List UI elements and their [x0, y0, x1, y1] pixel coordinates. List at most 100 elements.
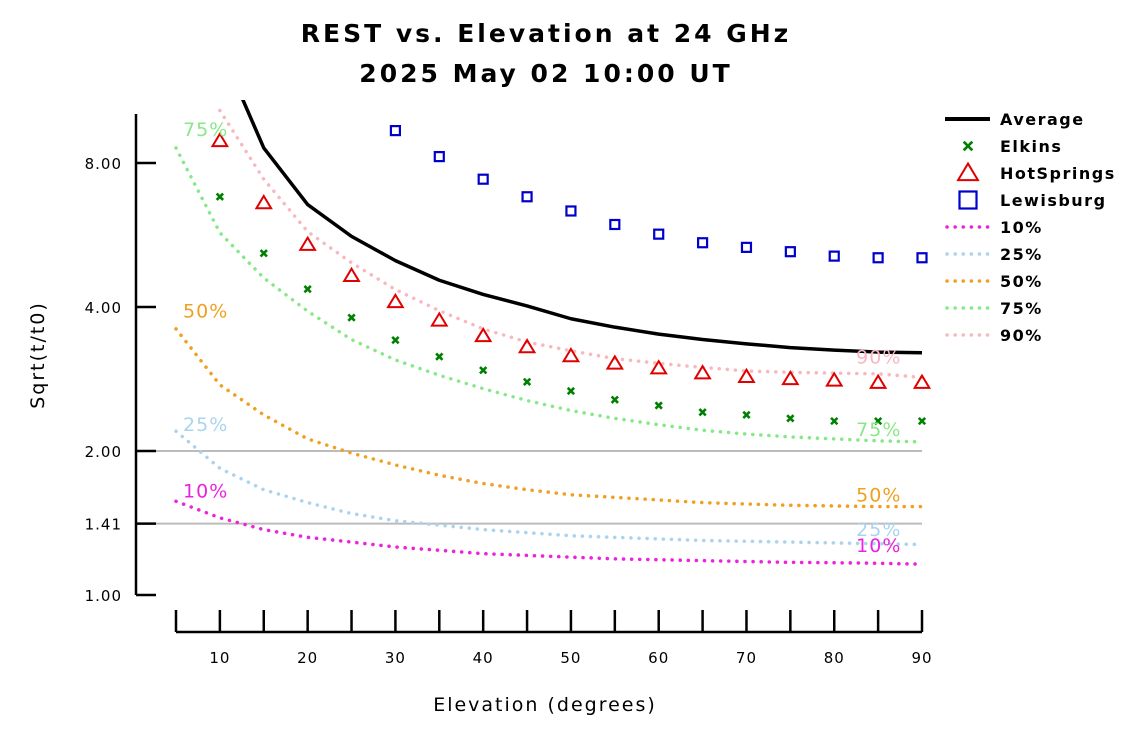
legend-label: 50%: [1000, 272, 1043, 291]
point-elkins: [610, 395, 619, 404]
percentile-label: 75%: [183, 119, 228, 141]
point-elkins: [347, 313, 356, 322]
y-tick-label: 4.00: [85, 299, 122, 317]
point-elkins: [654, 401, 663, 410]
series-line-90pct: [218, 108, 924, 380]
point-lewisburg: [784, 246, 796, 258]
point-lewisburg: [872, 252, 884, 264]
percentile-label: 10%: [856, 535, 901, 557]
point-lewisburg: [521, 191, 533, 203]
chart-subtitle: 2025 May 02 10:00 UT: [359, 59, 732, 88]
point-hotsprings: [737, 367, 756, 383]
point-elkins: [698, 408, 707, 417]
legend-item: HotSprings: [956, 161, 1116, 183]
legend-item: 10%: [945, 218, 1043, 237]
percentile-label: 50%: [856, 484, 901, 506]
y-tick-label: 1.00: [85, 587, 122, 605]
series-line-average: [241, 100, 923, 355]
point-lewisburg: [433, 151, 445, 163]
point-hotsprings: [254, 194, 273, 210]
point-hotsprings: [561, 347, 581, 363]
point-elkins: [917, 416, 927, 426]
point-lewisburg: [696, 237, 709, 249]
point-hotsprings: [781, 369, 800, 386]
series-line-50pct: [174, 327, 924, 509]
y-tick-label: 8.00: [85, 155, 122, 173]
point-elkins: [303, 284, 312, 294]
series-line-10pct: [174, 499, 924, 566]
point-hotsprings: [649, 359, 668, 375]
point-hotsprings: [605, 354, 624, 370]
point-hotsprings: [298, 235, 317, 251]
x-tick-label: 20: [297, 649, 318, 667]
point-lewisburg: [389, 125, 402, 137]
legend-label: HotSprings: [1000, 164, 1116, 183]
point-hotsprings: [825, 371, 844, 387]
legend-item: 75%: [945, 299, 1043, 318]
series-line-75pct: [174, 146, 924, 444]
point-elkins: [435, 352, 444, 361]
y-tick-label: 1.41: [85, 516, 122, 534]
point-elkins: [522, 377, 532, 386]
point-hotsprings: [912, 373, 932, 389]
point-lewisburg: [565, 205, 577, 217]
legend-swatch: [956, 161, 980, 182]
x-tick-label: 30: [385, 649, 406, 667]
legend-item: Average: [945, 110, 1085, 129]
legend-item: 50%: [945, 272, 1043, 291]
point-hotsprings: [869, 373, 888, 389]
legend: Average Elkins HotSprings Lewisburg 10% 25% 50…: [945, 110, 1116, 345]
point-hotsprings: [517, 338, 537, 354]
percentile-label: 75%: [856, 419, 901, 441]
point-elkins: [830, 416, 839, 426]
legend-item: 90%: [945, 326, 1043, 345]
y-axis: 1.00 1.41 2.00 4.00 8.00: [85, 114, 156, 605]
percentile-label: 25%: [856, 519, 901, 541]
y-tick-label: 2.00: [85, 443, 122, 461]
point-elkins: [566, 386, 576, 396]
point-elkins: [786, 414, 795, 423]
legend-item: Elkins: [962, 137, 1062, 156]
legend-item: Lewisburg: [958, 190, 1107, 210]
y-axis-label: Sqrt(t/t0): [27, 301, 49, 409]
percentile-label: 10%: [183, 480, 228, 502]
legend-label: Average: [1000, 110, 1085, 129]
legend-item: 25%: [945, 245, 1043, 264]
point-elkins: [873, 416, 883, 426]
point-hotsprings: [430, 311, 449, 327]
x-tick-label: 80: [824, 649, 845, 667]
legend-label: 10%: [1000, 218, 1043, 237]
x-tick-label: 70: [736, 649, 757, 667]
point-lewisburg: [828, 250, 840, 262]
percent-labels: 75%50%25%10%90%75%50%25%10%: [183, 119, 901, 557]
x-tick-label: 40: [473, 649, 494, 667]
point-hotsprings: [210, 131, 229, 148]
point-lewisburg: [740, 241, 753, 253]
legend-label: 75%: [1000, 299, 1043, 318]
point-lewisburg: [916, 252, 928, 264]
legend-label: Lewisburg: [1000, 191, 1107, 210]
x-axis: 10 20 30 40 50 60 70 80 90: [174, 610, 932, 667]
chart-title: REST vs. Elevation at 24 GHz: [301, 19, 791, 48]
x-tick-label: 10: [209, 649, 230, 667]
series-line-25pct: [174, 429, 924, 547]
point-elkins: [391, 336, 400, 345]
x-axis-label: Elevation (degrees): [433, 694, 657, 716]
legend-label: Elkins: [1000, 137, 1062, 156]
legend-label: 90%: [1000, 326, 1043, 345]
legend-swatch: [962, 140, 974, 152]
point-hotsprings: [386, 292, 405, 309]
point-elkins: [215, 192, 225, 201]
reference-lines: [138, 450, 922, 525]
percentile-label: 50%: [183, 301, 228, 323]
point-lewisburg: [609, 218, 621, 231]
legend-swatch: [958, 190, 978, 210]
legend-label: 25%: [1000, 245, 1043, 264]
point-elkins: [742, 410, 751, 419]
percentile-label: 90%: [856, 346, 901, 368]
point-lewisburg: [653, 228, 665, 240]
percentile-label: 25%: [183, 414, 228, 436]
point-hotsprings: [474, 326, 493, 343]
point-hotsprings: [342, 266, 361, 282]
